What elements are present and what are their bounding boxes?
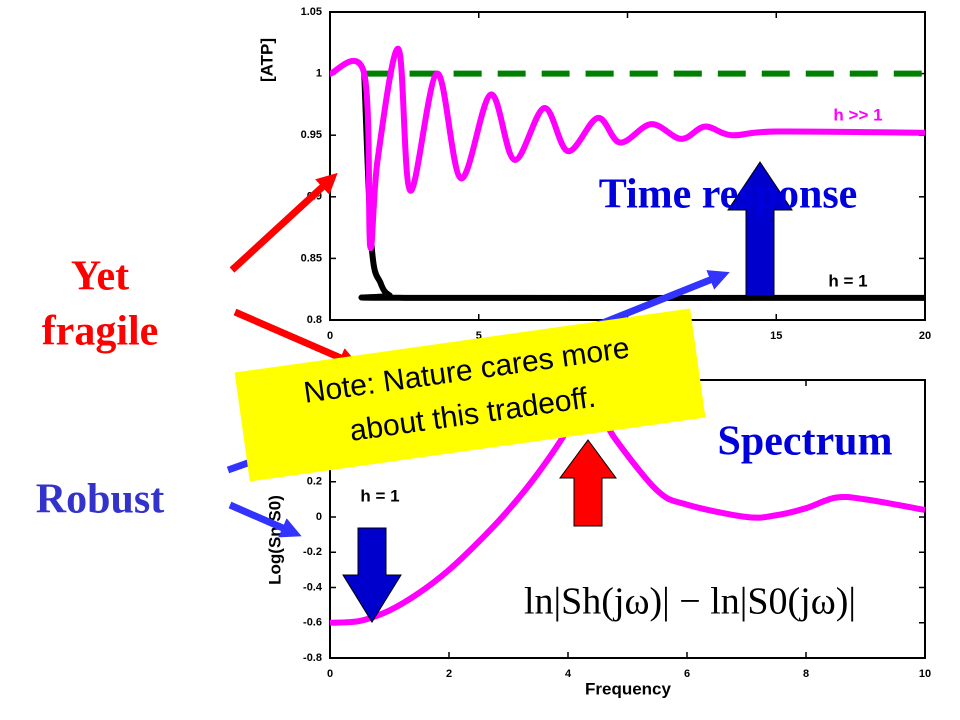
- x-tick-label: 6: [684, 668, 690, 680]
- y-tick-label: 0: [316, 511, 322, 523]
- y-tick-label: -0.6: [303, 617, 322, 629]
- y-tick-label: -0.8: [303, 652, 322, 664]
- x-tick-label: 15: [770, 330, 782, 342]
- line-series: [328, 45, 926, 252]
- x-tick-label: 5: [476, 330, 482, 342]
- x-tick-label: 2: [446, 668, 452, 680]
- y-tick-label: 1.05: [301, 6, 322, 18]
- y-tick-label: -0.2: [303, 546, 322, 558]
- x-tick-label: 0: [327, 668, 333, 680]
- x-tick-label: 10: [919, 668, 931, 680]
- series-label: h = 1: [828, 271, 867, 290]
- y-tick-label: 0.2: [307, 476, 322, 488]
- note: Note: Nature cares more about this trade…: [234, 308, 706, 482]
- annotation: Time response: [599, 172, 858, 218]
- slide-text: Robust: [36, 477, 164, 523]
- y-tick-label: 0.8: [307, 314, 322, 326]
- x-tick-label: 4: [565, 668, 572, 680]
- y-tick-label: 0.85: [301, 252, 322, 264]
- arrow: [342, 527, 402, 623]
- arrow: [228, 501, 302, 538]
- x-tick-label: 20: [919, 330, 931, 342]
- x-tick-label: 8: [803, 668, 809, 680]
- slide-text: Yet: [71, 254, 129, 300]
- x-tick-label: 0: [327, 330, 333, 342]
- arrow: [229, 172, 338, 273]
- series-label: h >> 1: [833, 105, 882, 124]
- annotation: Spectrum: [718, 419, 893, 465]
- y-label: Log(Sn/S0): [265, 495, 284, 585]
- arrow: [727, 161, 793, 297]
- y-tick-label: 0.95: [301, 129, 322, 141]
- note-box: [234, 308, 706, 482]
- formula: ln|Sh(jω)| − ln|S0(jω)|: [524, 581, 856, 623]
- arrow: [559, 439, 617, 527]
- arrow: [233, 308, 360, 368]
- y-label: [ATP]: [257, 38, 276, 82]
- slide-text: fragile: [42, 309, 159, 355]
- y-tick-label: -0.4: [303, 581, 323, 593]
- y-tick-label: 1: [316, 68, 322, 80]
- x-label: Frequency: [585, 679, 672, 698]
- annotation: h = 1: [360, 486, 399, 505]
